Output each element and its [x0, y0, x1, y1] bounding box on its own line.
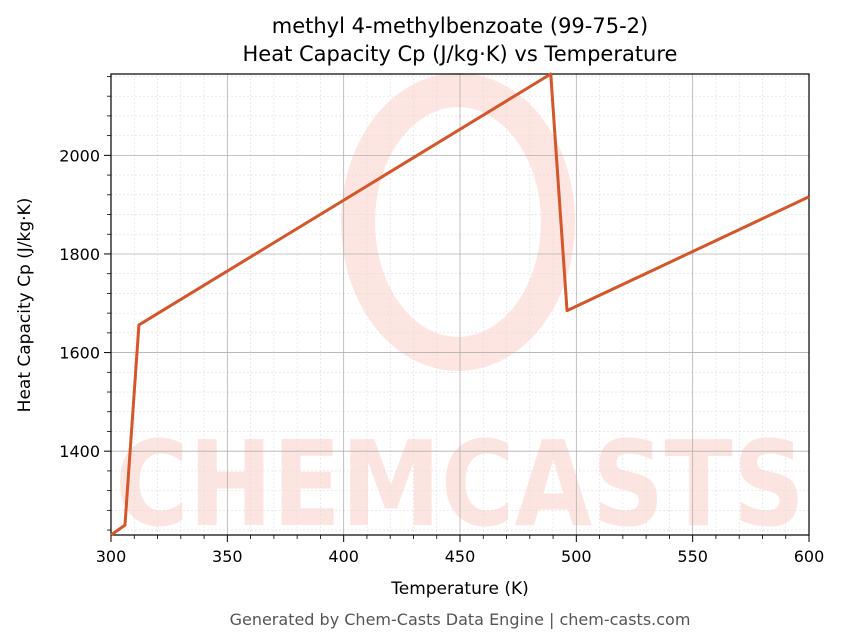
x-tick-label: 550 — [677, 547, 708, 566]
y-tick-label: 1800 — [59, 245, 100, 264]
y-tick-label: 2000 — [59, 146, 100, 165]
axis-ticks — [104, 76, 810, 542]
x-tick-labels: 300 350 400 450 500 550 600 — [96, 547, 825, 566]
y-axis-label: Heat Capacity Cp (J/kg·K) — [15, 198, 35, 413]
x-tick-label: 500 — [561, 547, 592, 566]
y-tick-label: 1600 — [59, 344, 100, 363]
footer-credit: Generated by Chem-Casts Data Engine | ch… — [230, 610, 691, 629]
x-tick-label: 350 — [212, 547, 243, 566]
x-axis-label: Temperature (K) — [390, 579, 529, 599]
y-tick-label: 1400 — [59, 442, 100, 461]
x-tick-label: 400 — [328, 547, 359, 566]
y-tick-labels: 1400 1600 1800 2000 — [59, 146, 100, 461]
watermark-logo-icon — [341, 73, 575, 371]
series-line — [110, 72, 810, 537]
chart-title: methyl 4-methylbenzoate (99-75-2) — [272, 14, 648, 38]
x-tick-label: 450 — [445, 547, 476, 566]
x-tick-label: 300 — [96, 547, 127, 566]
x-tick-label: 600 — [794, 547, 825, 566]
chart-subtitle: Heat Capacity Cp (J/kg·K) vs Temperature — [243, 42, 678, 66]
